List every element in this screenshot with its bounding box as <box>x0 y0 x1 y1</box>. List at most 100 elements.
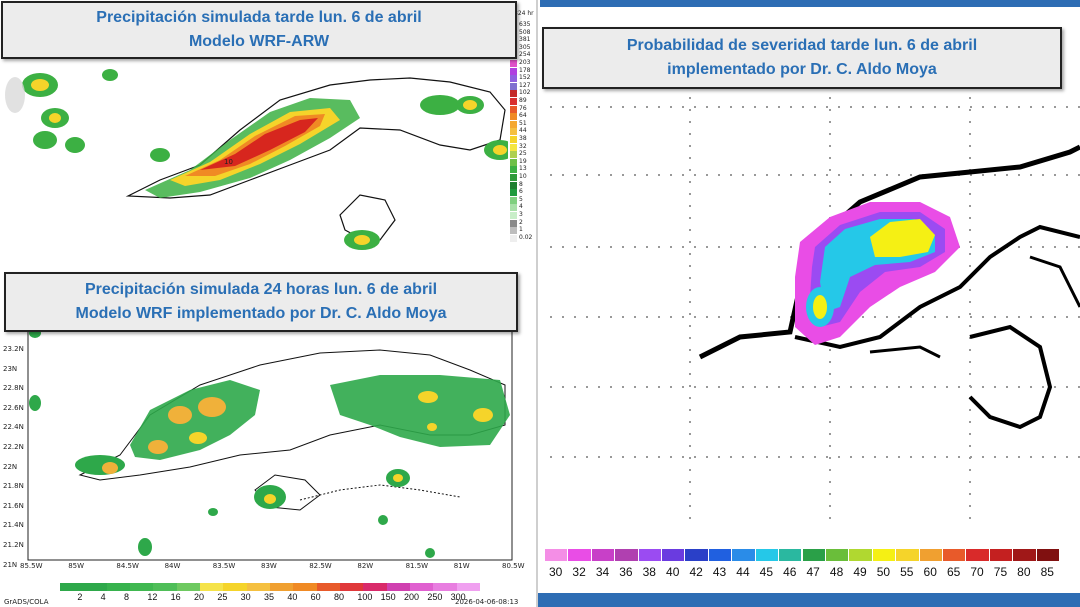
legend-label: 48 <box>829 565 844 579</box>
legend-swatch <box>176 583 200 591</box>
legend-swatch <box>708 549 732 561</box>
legend-swatch <box>510 143 517 151</box>
legend-swatch <box>363 583 387 591</box>
legend-swatch <box>510 151 517 159</box>
legend-swatch <box>510 105 517 113</box>
y-tick-label: 22N <box>3 462 18 471</box>
legend-label: 38 <box>519 135 527 142</box>
legend-swatch <box>510 113 517 121</box>
legend-swatch <box>316 583 340 591</box>
legend-label: 635 <box>519 21 531 28</box>
bottom-left-footer-right: 2026-04-06-08:13 <box>455 598 519 606</box>
legend-swatch <box>568 549 591 561</box>
legend-swatch <box>849 549 872 561</box>
legend-swatch <box>591 549 615 561</box>
legend-swatch <box>246 583 270 591</box>
legend-label: 42 <box>689 565 703 579</box>
legend-label: 1 <box>519 226 523 234</box>
legend-label: 60 <box>923 565 937 579</box>
legend-label: 254 <box>519 51 531 59</box>
legend-swatch <box>872 549 896 561</box>
legend-label: 80 <box>1017 565 1031 579</box>
legend-swatch <box>1013 549 1036 561</box>
legend-swatch <box>755 549 779 561</box>
legend-label: 4 <box>519 203 523 211</box>
legend-label: 32 <box>519 142 527 150</box>
legend-label: 85 <box>1040 565 1054 579</box>
x-tick-label: 85W <box>68 562 85 570</box>
right-severity-map <box>550 97 1080 527</box>
legend-swatch <box>510 212 517 219</box>
legend-swatch <box>83 583 107 591</box>
legend-swatch <box>510 181 517 189</box>
legend-label: 250 <box>427 592 443 602</box>
legend-label: 178 <box>519 66 531 74</box>
legend-label: 44 <box>736 565 750 579</box>
top-left-title-line1: Precipitación simulada tarde lun. 6 de a… <box>96 9 422 26</box>
legend-label: 44 <box>519 127 527 135</box>
legend-label: 300 <box>450 592 466 602</box>
legend-swatch <box>510 158 517 166</box>
legend-swatch <box>60 583 84 591</box>
legend-swatch <box>456 583 480 591</box>
y-tick-label: 21.6N <box>3 501 24 510</box>
x-tick-label: 85.5W <box>20 562 43 570</box>
legend-label: 45 <box>759 565 774 579</box>
bottom-left-title-line2: Modelo WRF implementado por Dr. C. Aldo … <box>75 305 447 322</box>
bottom-left-footer-left: GrADS/COLA <box>4 598 49 606</box>
legend-label: 16 <box>170 592 181 602</box>
right-title-line2: implementado por Dr. C. Aldo Moya <box>667 61 937 78</box>
legend-label: 5 <box>519 195 523 203</box>
legend-swatch <box>106 583 130 591</box>
legend-swatch <box>223 583 247 591</box>
legend-label: 36 <box>619 565 633 579</box>
x-tick-label: 82W <box>357 562 374 570</box>
legend-swatch <box>510 90 517 98</box>
top-right-blue-bar <box>540 0 1080 7</box>
legend-label: 30 <box>240 592 251 602</box>
y-tick-label: 23.2N <box>3 345 24 353</box>
top-left-legend: 324 hr 635 508 381 305 254 203 178 152 127 102 89 7… <box>508 8 536 248</box>
legend-label: 34 <box>595 565 610 579</box>
x-tick-label: 80.5W <box>502 562 525 570</box>
legend-swatch <box>989 549 1013 561</box>
y-tick-label: 21.4N <box>3 521 24 530</box>
bottom-right-blue-bar <box>537 593 1080 607</box>
y-tick-label: 23N <box>3 364 18 373</box>
legend-swatch <box>510 98 517 105</box>
legend-swatch <box>510 204 517 212</box>
legend-label: 43 <box>712 565 727 579</box>
legend-swatch <box>270 583 294 591</box>
x-tick-label: 83.5W <box>212 562 236 570</box>
legend-label: 25 <box>519 150 527 158</box>
legend-label: 38 <box>642 565 656 579</box>
legend-swatch <box>130 583 154 591</box>
legend-label: 35 <box>264 592 275 602</box>
legend-swatch <box>545 549 568 561</box>
legend-label: 19 <box>519 157 527 165</box>
legend-label: 40 <box>666 565 680 579</box>
legend-label: 2 <box>77 592 83 602</box>
legend-swatch <box>510 75 517 83</box>
legend-swatch <box>1036 549 1059 561</box>
legend-label: 8 <box>124 592 130 602</box>
legend-label: 152 <box>519 74 531 82</box>
x-tick-label: 83W <box>261 562 277 570</box>
y-tick-label: 22.6N <box>3 403 24 412</box>
top-left-precipitation-map <box>5 69 516 250</box>
x-tick-label: 82.5W <box>309 562 332 570</box>
legend-label: 0.02 <box>519 233 533 241</box>
legend-swatch <box>510 166 517 174</box>
legend-label: 50 <box>876 565 891 579</box>
legend-swatch <box>919 549 942 561</box>
legend-swatch <box>386 583 410 591</box>
legend-swatch <box>510 174 517 181</box>
legend-label: 13 <box>519 165 527 173</box>
legend-swatch <box>510 189 517 197</box>
top-left-title-box: Precipitación simulada tarde lun. 6 de a… <box>1 1 517 59</box>
legend-label: 89 <box>519 97 527 104</box>
legend-label: 47 <box>806 565 820 579</box>
legend-swatch <box>510 67 517 75</box>
top-left-legend-header: 324 hr <box>514 10 534 17</box>
legend-label: 32 <box>572 565 586 579</box>
